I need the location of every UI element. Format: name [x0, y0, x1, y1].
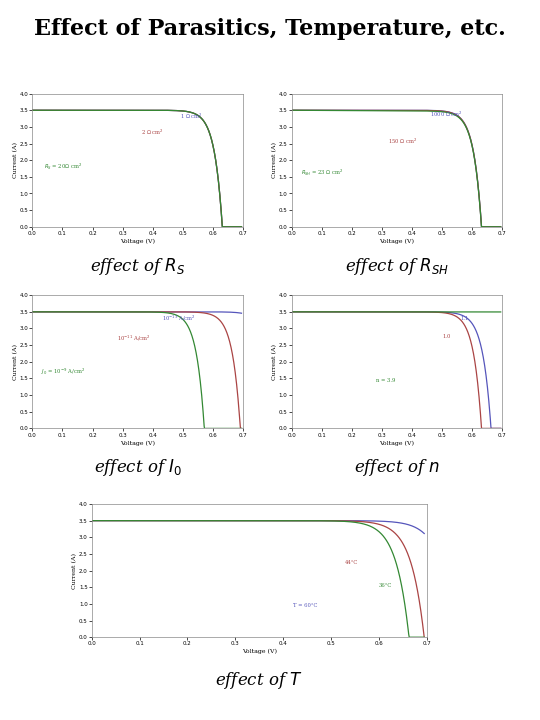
Text: effect of $I_0$: effect of $I_0$ [93, 457, 182, 478]
Text: $R_{SH}$ = 23 $\Omega$ cm$^2$: $R_{SH}$ = 23 $\Omega$ cm$^2$ [301, 168, 343, 179]
Text: effect of $R_{SH}$: effect of $R_{SH}$ [345, 256, 449, 276]
Text: 10$^{-11}$ A/cm$^2$: 10$^{-11}$ A/cm$^2$ [117, 333, 151, 343]
Text: 1000 $\Omega$ cm$^2$: 1000 $\Omega$ cm$^2$ [430, 110, 463, 119]
Y-axis label: Current (A): Current (A) [13, 142, 18, 178]
Text: 150 $\Omega$ cm$^2$: 150 $\Omega$ cm$^2$ [388, 137, 417, 145]
X-axis label: Voltage (V): Voltage (V) [120, 441, 155, 446]
Text: T = 60°C: T = 60°C [293, 603, 317, 608]
Text: 44°C: 44°C [345, 560, 359, 565]
Y-axis label: Current (A): Current (A) [72, 553, 78, 589]
Text: effect of $n$: effect of $n$ [354, 457, 440, 478]
Text: 1.0: 1.0 [442, 335, 450, 340]
Text: 1.1: 1.1 [460, 316, 469, 321]
Text: 10$^{-13}$ A/cm$^2$: 10$^{-13}$ A/cm$^2$ [162, 314, 195, 323]
Text: Effect of Parasitics, Temperature, etc.: Effect of Parasitics, Temperature, etc. [34, 18, 506, 40]
Y-axis label: Current (A): Current (A) [272, 343, 278, 379]
Text: 1 $\Omega$ cm$^2$: 1 $\Omega$ cm$^2$ [180, 112, 202, 121]
Text: $J_0$ = 10$^{-9}$ A/cm$^2$: $J_0$ = 10$^{-9}$ A/cm$^2$ [42, 366, 85, 377]
X-axis label: Voltage (V): Voltage (V) [120, 239, 155, 244]
Text: $R_S$ = 20$\Omega$ cm$^2$: $R_S$ = 20$\Omega$ cm$^2$ [44, 161, 83, 171]
Text: n = 3.9: n = 3.9 [376, 378, 395, 383]
Text: effect of $T$: effect of $T$ [215, 670, 303, 690]
X-axis label: Voltage (V): Voltage (V) [380, 239, 414, 244]
Y-axis label: Current (A): Current (A) [272, 142, 278, 178]
X-axis label: Voltage (V): Voltage (V) [242, 649, 276, 654]
Text: effect of $R_S$: effect of $R_S$ [90, 256, 185, 276]
X-axis label: Voltage (V): Voltage (V) [380, 441, 414, 446]
Y-axis label: Current (A): Current (A) [13, 343, 18, 379]
Text: 2 $\Omega$ cm$^2$: 2 $\Omega$ cm$^2$ [141, 128, 164, 138]
Text: 36°C: 36°C [379, 583, 392, 588]
